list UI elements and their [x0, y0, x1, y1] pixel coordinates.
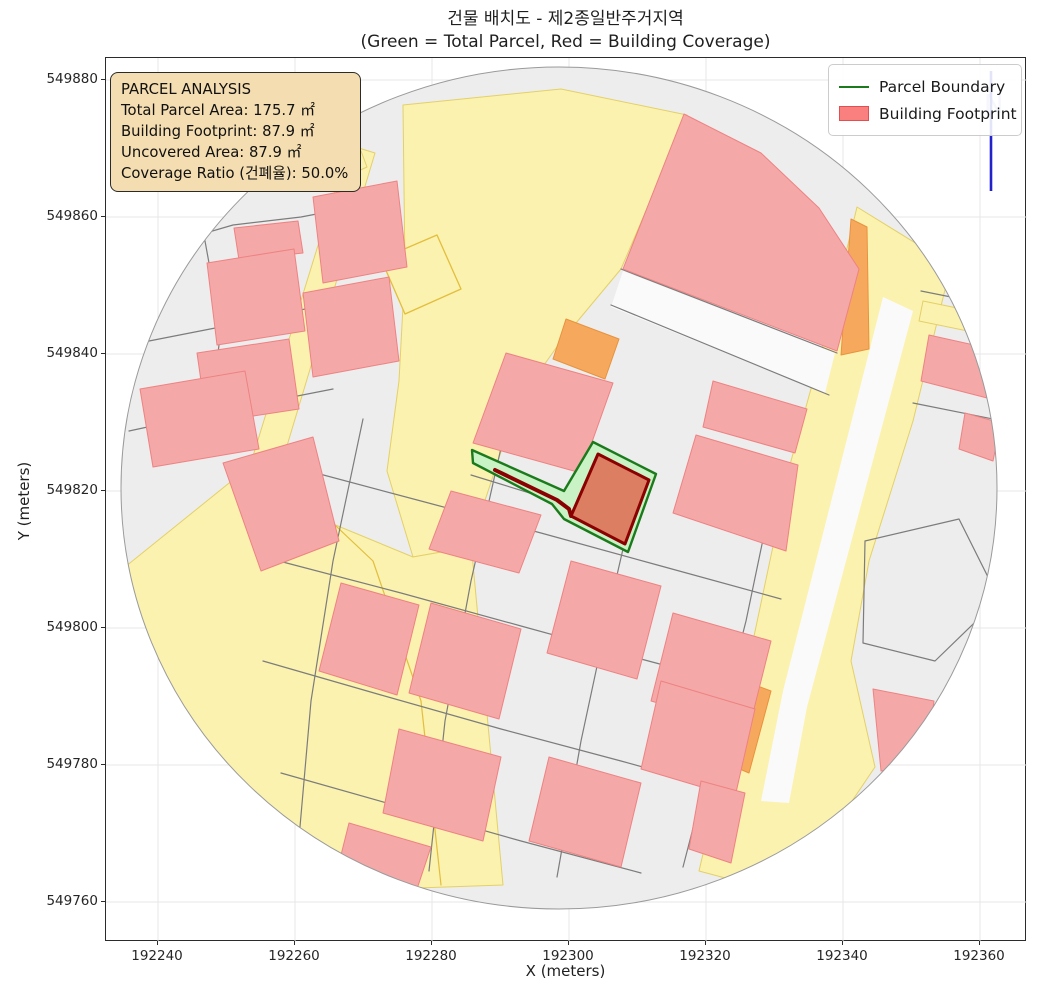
parcel-boundary-line — [296, 418, 364, 862]
parcel-analysis-title: PARCEL ANALYSIS — [121, 81, 252, 98]
building-polygon — [672, 434, 799, 552]
y-tick-label: 549780 — [46, 756, 98, 772]
building-polygon — [139, 370, 260, 468]
x-tick-label: 192320 — [679, 948, 731, 964]
x-tick-mark — [157, 941, 158, 945]
building-footprint-area: Building Footprint: 87.9 ㎡ — [121, 123, 315, 140]
building-polygon — [382, 728, 502, 842]
x-tick-mark — [979, 941, 980, 945]
building-polygon — [408, 602, 522, 720]
y-tick-label: 549840 — [46, 345, 98, 361]
parcel-boundary-line — [862, 518, 997, 662]
legend: Parcel Boundary Building Footprint — [828, 64, 1022, 136]
y-tick-mark — [101, 901, 105, 902]
building-polygon — [958, 412, 997, 462]
x-tick-mark — [294, 941, 295, 945]
highlight-building — [569, 452, 651, 546]
x-tick-mark — [705, 941, 706, 945]
parcel-boundary-line-swatch — [839, 85, 869, 88]
plot-area: N — [105, 57, 1027, 942]
x-tick-mark — [568, 941, 569, 945]
building-footprint-patch-swatch — [839, 106, 869, 121]
x-tick-label: 192280 — [405, 948, 457, 964]
map-area-outline — [120, 66, 998, 910]
open-strip — [611, 271, 835, 393]
chart-title-line1: 건물 배치도 - 제2종일반주거지역 — [447, 9, 684, 29]
building-polygon — [546, 560, 662, 680]
x-tick-label: 192240 — [131, 948, 183, 964]
uncovered-area: Uncovered Area: 87.9 ㎡ — [121, 144, 302, 161]
y-tick-mark — [101, 353, 105, 354]
x-tick-label: 192360 — [953, 948, 1005, 964]
building-polygon — [428, 490, 542, 574]
legend-item-building-footprint: Building Footprint — [839, 100, 1017, 127]
y-tick-label: 549820 — [46, 482, 98, 498]
x-tick-mark — [842, 941, 843, 945]
parcel-boundary-line — [912, 402, 997, 422]
y-tick-label: 549800 — [46, 619, 98, 635]
y-tick-mark — [101, 627, 105, 628]
building-polygon — [872, 688, 935, 772]
y-tick-label: 549880 — [46, 71, 98, 87]
y-axis-label: Y (meters) — [15, 461, 33, 541]
parcel-boundary-line — [620, 268, 838, 354]
building-polygon — [312, 180, 408, 284]
y-tick-label: 549760 — [46, 893, 98, 909]
parcel-analysis-box: PARCEL ANALYSIS Total Parcel Area: 175.7… — [110, 72, 362, 192]
y-tick-mark — [101, 490, 105, 491]
building-polygon — [688, 780, 746, 864]
y-tick-mark — [101, 216, 105, 217]
building-polygon — [622, 113, 860, 352]
legend-item-parcel-boundary: Parcel Boundary — [839, 73, 1011, 100]
legend-label: Building Footprint — [879, 104, 1017, 123]
y-tick-label: 549860 — [46, 208, 98, 224]
parcel-boundary-line — [610, 304, 830, 396]
building-polygon — [222, 436, 340, 572]
chart-title-line2: (Green = Total Parcel, Red = Building Co… — [360, 32, 771, 52]
building-polygon — [318, 582, 420, 696]
x-tick-label: 192300 — [542, 948, 594, 964]
building-polygon — [302, 276, 400, 378]
x-axis-label: X (meters) — [525, 962, 606, 980]
chart-title: 건물 배치도 - 제2종일반주거지역 (Green = Total Parcel… — [105, 8, 1026, 54]
highlight-building-wing — [493, 468, 573, 518]
map-feature-layer — [121, 67, 997, 909]
parcel-boundary-line — [300, 468, 782, 600]
coverage-ratio: Coverage Ratio (건폐율): 50.0% — [121, 165, 349, 182]
x-tick-mark — [431, 941, 432, 945]
map-canvas: N — [106, 58, 1027, 942]
legend-label: Parcel Boundary — [879, 77, 1006, 96]
building-polygon — [528, 756, 642, 868]
x-tick-label: 192260 — [268, 948, 320, 964]
open-strip — [761, 297, 913, 803]
orange-building — [552, 318, 620, 380]
building-polygon — [206, 248, 306, 346]
building-polygon — [702, 380, 808, 454]
y-tick-mark — [101, 79, 105, 80]
y-tick-mark — [101, 764, 105, 765]
total-parcel-area: Total Parcel Area: 175.7 ㎡ — [121, 102, 315, 119]
x-tick-label: 192340 — [816, 948, 868, 964]
